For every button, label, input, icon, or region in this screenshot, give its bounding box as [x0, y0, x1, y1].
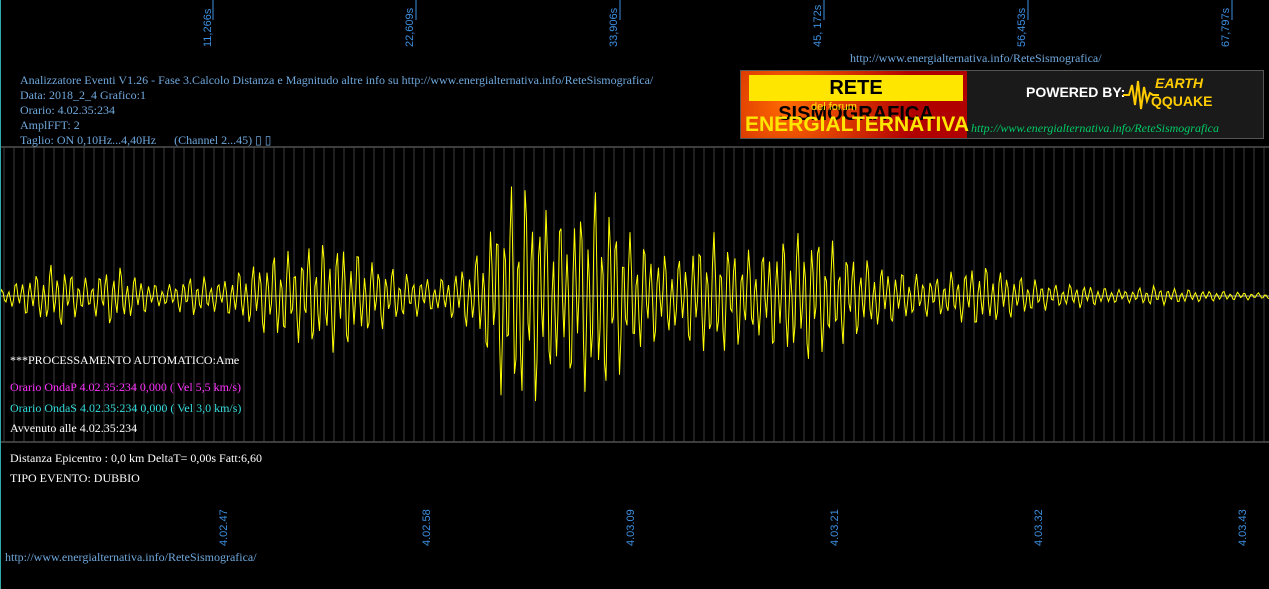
- top-tick-label: 45, 172s: [812, 4, 824, 47]
- logo-forum: del forum: [811, 101, 857, 113]
- header-data: Data: 2018_2_4 Grafico:1: [20, 88, 146, 102]
- logo-earth: EARTH: [1155, 75, 1203, 91]
- onda-s-time: Orario OndaS 4.02.35:234 0,000 ( Vel 3,0…: [10, 401, 242, 415]
- processing-auto: ***PROCESSAMENTO AUTOMATICO:Ame: [10, 353, 240, 367]
- onda-p-time: Orario OndaP 4.02.35:234 0,000 ( Vel 5,5…: [10, 380, 241, 394]
- logo-quake: QQUAKE: [1151, 93, 1213, 109]
- avvenuto-time: Avvenuto alle 4.02.35:234: [10, 421, 138, 435]
- header-orario: Orario: 4.02.35:234: [20, 103, 115, 117]
- logo-url[interactable]: http://www.energialternativa.info/ReteSi…: [971, 121, 1219, 135]
- tipo-evento: TIPO EVENTO: DUBBIO: [10, 471, 140, 485]
- bottom-url-link[interactable]: http://www.energialternativa.info/ReteSi…: [5, 550, 257, 564]
- top-tick-label: 67,797s: [1220, 7, 1232, 47]
- logo-powered: POWERED BY:: [1026, 84, 1126, 100]
- distanza-epicentro: Distanza Epicentro : 0,0 km DeltaT= 0,00…: [10, 451, 263, 465]
- top-tick-label: 33,906s: [608, 7, 620, 47]
- seismogram-trace: [0, 186, 1269, 402]
- header-ampl: AmplFFT: 2: [20, 118, 80, 132]
- header-taglio: Taglio: ON 0,10Hz...4,40Hz (Channel 2...…: [20, 133, 272, 147]
- bottom-tick-label: 4.03.43: [1237, 509, 1249, 546]
- bottom-tick-label: 4.03.21: [829, 509, 841, 546]
- bottom-tick-label: 4.02.47: [218, 509, 230, 546]
- logo-brand: ENERGIALTERNATIVA: [745, 113, 969, 136]
- top-tick-label: 56,453s: [1016, 7, 1028, 47]
- bottom-tick-label: 4.02.58: [421, 509, 433, 546]
- seismic-wave-icon: [1123, 80, 1159, 110]
- top-url-link[interactable]: http://www.energialternativa.info/ReteSi…: [850, 51, 1102, 65]
- header-title: Analizzatore Eventi V1.26 - Fase 3.Calco…: [20, 73, 654, 87]
- top-tick-label: 11,266s: [202, 8, 214, 47]
- top-tick-label: 22,609s: [404, 7, 416, 47]
- logo-title: RETE SISMOGRAFICA: [749, 75, 963, 125]
- bottom-tick-label: 4.03.09: [625, 509, 637, 546]
- bottom-tick-label: 4.03.32: [1033, 509, 1045, 546]
- rete-sismografica-logo: RETE SISMOGRAFICA del forum ENERGIALTERN…: [740, 70, 1264, 139]
